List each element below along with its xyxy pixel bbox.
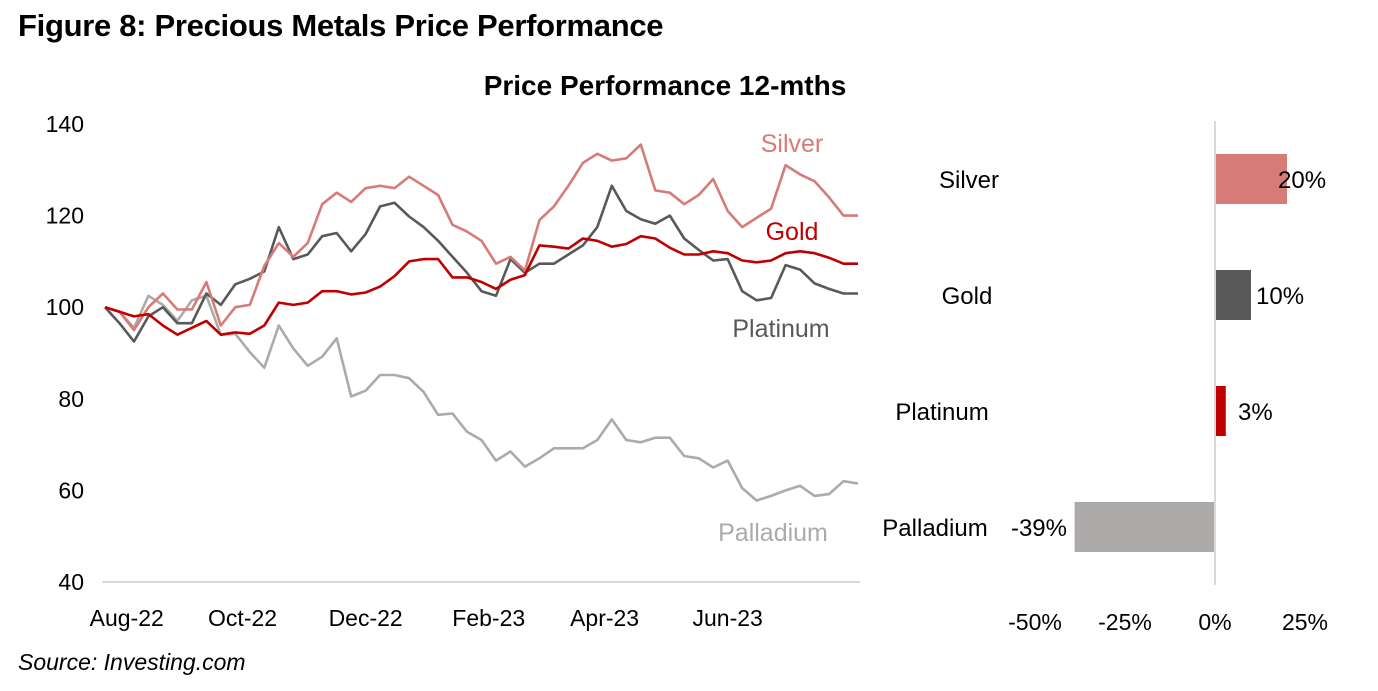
y-tick-label: 140 <box>46 111 84 137</box>
bar-x-tick-label: 25% <box>1282 609 1328 635</box>
bar-palladium <box>1074 502 1215 552</box>
bar-value-label: 10% <box>1256 283 1304 310</box>
y-tick-label: 120 <box>46 203 84 229</box>
bar-value-label: 3% <box>1238 399 1273 426</box>
bar-gold <box>1215 270 1251 320</box>
bar-x-axis: -50% -25% 0% 25% <box>1008 609 1328 635</box>
bar-platinum <box>1215 386 1226 436</box>
x-tick-label: Jun-23 <box>693 605 763 631</box>
series-label-silver: Silver <box>761 130 824 158</box>
line-series-labels: Silver Gold Platinum Palladium <box>718 130 830 547</box>
series-label-gold: Gold <box>766 218 819 246</box>
series-line-platinum <box>104 184 858 343</box>
series-line-silver <box>104 143 858 332</box>
y-tick-label: 100 <box>46 294 84 320</box>
figure-title: Figure 8: Precious Metals Price Performa… <box>18 8 664 43</box>
x-tick-label: Dec-22 <box>329 605 403 631</box>
bar-value-label: 20% <box>1278 167 1326 194</box>
chart-title: Price Performance 12-mths <box>483 70 847 101</box>
bar-category-labels: Silver Gold Platinum Palladium <box>882 167 999 542</box>
series-line-gold <box>104 234 858 337</box>
bar-x-tick-label: -50% <box>1008 609 1062 635</box>
line-chart: 40 60 80 100 120 140 Aug-22 Oct-22 Dec-22 Feb-23… <box>46 111 860 631</box>
line-y-axis: 40 60 80 100 120 140 <box>46 111 84 595</box>
series-label-platinum: Platinum <box>732 315 829 343</box>
line-x-axis: Aug-22 Oct-22 Dec-22 Feb-23 Apr-23 Jun-23 <box>90 605 763 631</box>
y-tick-label: 60 <box>58 477 84 503</box>
y-tick-label: 80 <box>58 386 84 412</box>
bar-x-tick-label: -25% <box>1098 609 1152 635</box>
line-series-group <box>104 143 859 502</box>
bar-chart: Silver Gold Platinum Palladium 20% 10% 3% -39%… <box>882 121 1328 635</box>
bar-category-label: Silver <box>939 167 999 194</box>
x-tick-label: Oct-22 <box>208 605 277 631</box>
bars-group <box>1074 154 1287 552</box>
x-tick-label: Feb-23 <box>452 605 525 631</box>
bar-silver <box>1215 154 1287 204</box>
x-tick-label: Aug-22 <box>90 605 164 631</box>
bar-x-tick-label: 0% <box>1198 609 1231 635</box>
bar-value-label: -39% <box>1011 515 1067 542</box>
y-tick-label: 40 <box>58 569 84 595</box>
x-tick-label: Apr-23 <box>570 605 639 631</box>
series-label-palladium: Palladium <box>718 519 828 547</box>
bar-category-label: Platinum <box>895 399 988 426</box>
bar-category-label: Palladium <box>882 515 987 542</box>
bar-value-labels: 20% 10% 3% -39% <box>1011 167 1326 542</box>
source-note: Source: Investing.com <box>18 649 246 675</box>
bar-category-label: Gold <box>942 283 993 310</box>
